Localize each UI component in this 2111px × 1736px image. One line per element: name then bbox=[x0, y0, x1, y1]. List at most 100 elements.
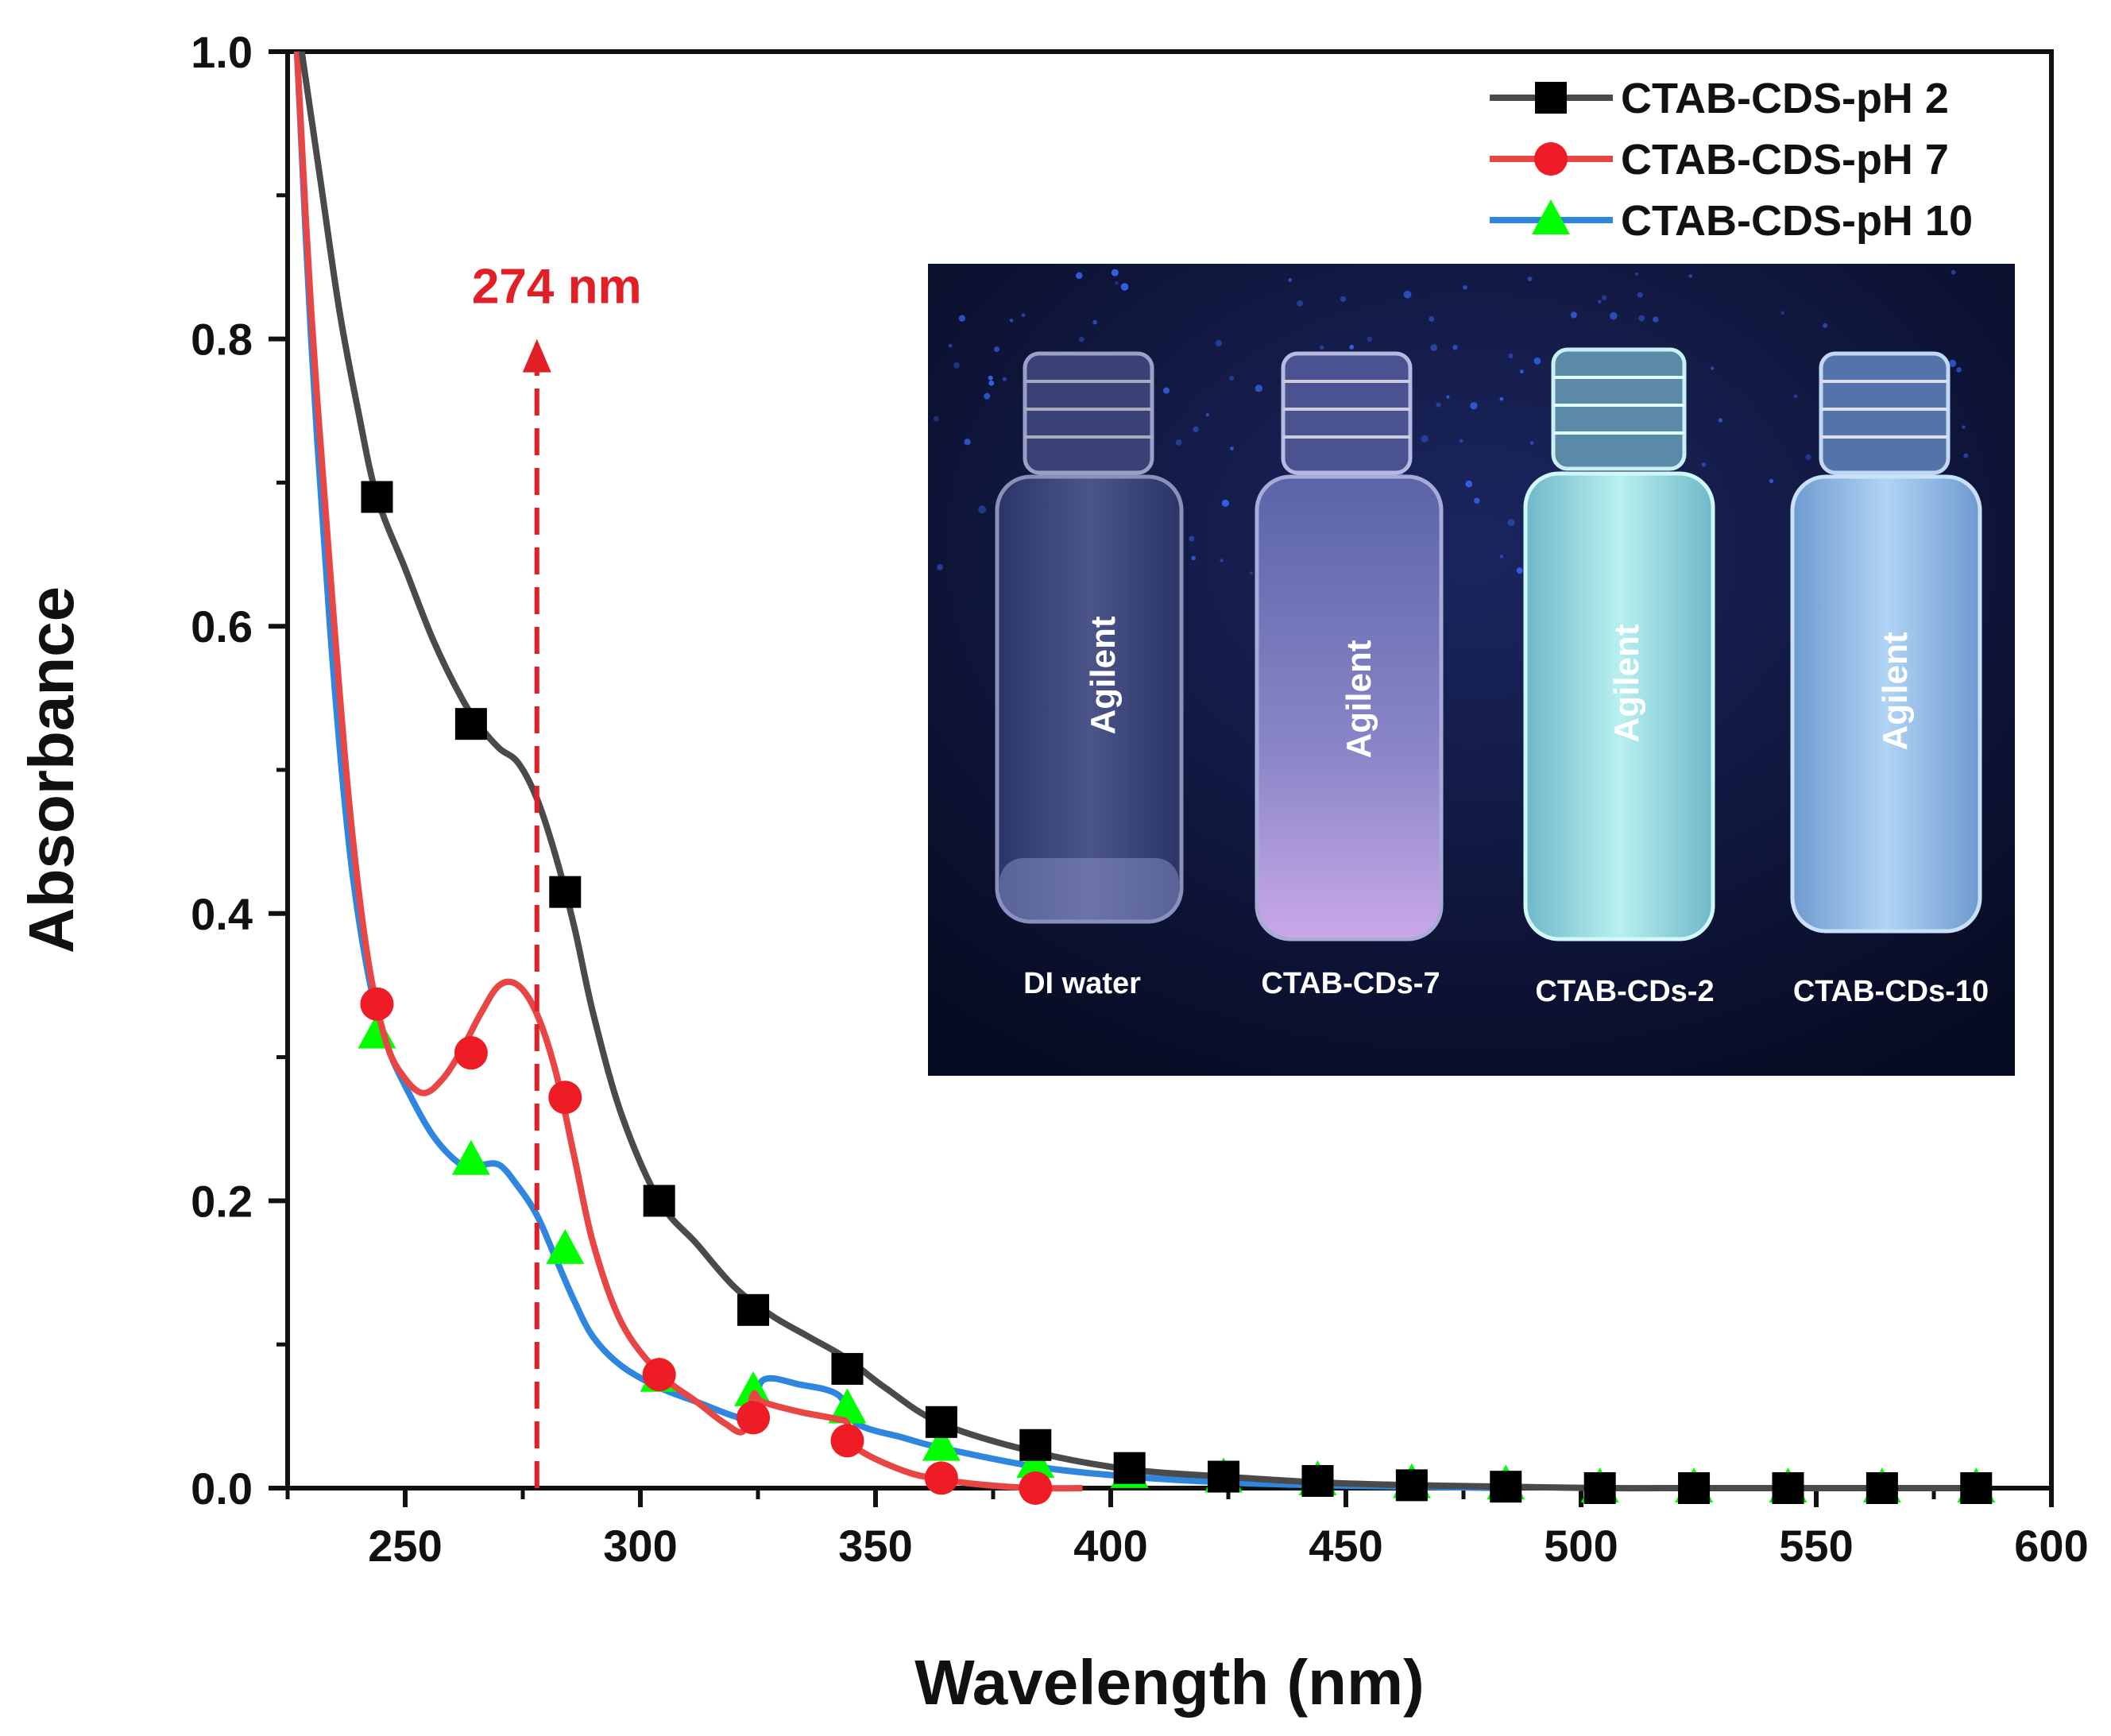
sparkle bbox=[1474, 497, 1480, 505]
sparkle bbox=[1421, 435, 1429, 443]
sparkle bbox=[1638, 315, 1645, 322]
data-point-circle bbox=[830, 1424, 864, 1458]
sparkle bbox=[1570, 311, 1577, 319]
sparkle bbox=[953, 362, 960, 369]
vial-label-ctab-cds-10: CTAB-CDs-10 bbox=[1793, 975, 1989, 1008]
legend-entry: CTAB-CDS-pH 2 bbox=[1490, 75, 1949, 122]
legend: CTAB-CDS-pH 2 CTAB-CDS-pH 7 CTAB-CDS-pH 10 bbox=[1490, 75, 1973, 245]
series-1 bbox=[293, 51, 1083, 1505]
data-point-square bbox=[1865, 1472, 1898, 1504]
data-point-square bbox=[737, 1293, 770, 1326]
sparkle bbox=[964, 439, 971, 446]
x-tick-label: 550 bbox=[1779, 1521, 1853, 1571]
data-point-circle bbox=[548, 1081, 582, 1115]
data-point-square bbox=[1772, 1472, 1804, 1504]
x-tick-label: 450 bbox=[1309, 1521, 1382, 1571]
sparkle bbox=[1956, 367, 1962, 373]
legend-entry: CTAB-CDS-pH 7 bbox=[1490, 136, 1949, 184]
sparkle bbox=[1601, 295, 1607, 301]
sparkle bbox=[1436, 402, 1441, 408]
vial-brand-2: Agilent bbox=[1340, 640, 1378, 758]
y-tick-label: 0.6 bbox=[191, 601, 253, 651]
sparkle bbox=[1429, 316, 1435, 322]
sparkle bbox=[937, 563, 943, 570]
x-tick-label: 350 bbox=[838, 1521, 912, 1571]
sparkle bbox=[1115, 280, 1119, 285]
series-layer bbox=[293, 51, 1996, 1505]
sparkle bbox=[1021, 313, 1026, 318]
data-point-square bbox=[361, 481, 393, 513]
y-tick-label: 1.0 bbox=[191, 27, 253, 77]
sparkle bbox=[1653, 316, 1659, 323]
data-point-square bbox=[1019, 1429, 1052, 1461]
y-tick-label: 0.8 bbox=[191, 315, 253, 365]
vial-ctab-cds-2 bbox=[1523, 347, 1715, 941]
y-axis-title: Absorbance bbox=[16, 586, 87, 953]
sparkle bbox=[1499, 396, 1504, 401]
sparkle bbox=[1078, 336, 1084, 342]
data-point-circle bbox=[454, 1036, 488, 1070]
data-point-circle bbox=[737, 1401, 771, 1435]
data-point-triangle bbox=[1532, 199, 1570, 234]
data-point-square bbox=[549, 876, 582, 908]
x-tick-label: 400 bbox=[1073, 1521, 1147, 1571]
sparkle bbox=[1092, 319, 1097, 325]
data-point-square bbox=[1535, 82, 1567, 114]
sparkle bbox=[1470, 402, 1478, 410]
sparkle bbox=[1452, 345, 1458, 350]
data-point-circle bbox=[924, 1461, 958, 1495]
legend-entry: CTAB-CDS-pH 10 bbox=[1490, 197, 1973, 245]
sparkle bbox=[1009, 319, 1014, 323]
sparkle bbox=[1963, 453, 1969, 458]
sparkle bbox=[1823, 323, 1828, 328]
vial-label-ctab-cds-7: CTAB-CDs-7 bbox=[1261, 967, 1440, 1000]
series-line bbox=[298, 51, 1977, 1492]
x-tick-label: 300 bbox=[603, 1521, 677, 1571]
sparkle bbox=[1951, 269, 1956, 275]
y-tick-label: 0.4 bbox=[191, 889, 253, 939]
sparkle bbox=[1255, 385, 1263, 392]
data-point-square bbox=[1301, 1464, 1334, 1497]
data-point-square bbox=[1678, 1472, 1711, 1504]
annotation-label: 274 nm bbox=[472, 260, 642, 315]
sparkle bbox=[1780, 311, 1785, 315]
sparkle bbox=[1533, 357, 1541, 365]
sparkle bbox=[1111, 269, 1119, 276]
y-tick-label: 0.0 bbox=[191, 1463, 253, 1514]
sparkle bbox=[984, 392, 991, 400]
sparkle bbox=[1701, 462, 1707, 467]
x-tick-label: 600 bbox=[2014, 1521, 2088, 1571]
sparkle bbox=[1249, 571, 1253, 575]
sparkle bbox=[1230, 447, 1234, 450]
sparkle bbox=[1635, 272, 1639, 276]
sparkle bbox=[1962, 425, 1966, 429]
sparkle bbox=[933, 416, 939, 422]
sparkle bbox=[1688, 274, 1693, 278]
sparkle bbox=[1529, 441, 1534, 445]
sparkle bbox=[1430, 344, 1438, 351]
data-point-circle bbox=[360, 987, 394, 1021]
data-point-square bbox=[1208, 1460, 1240, 1493]
data-point-square bbox=[831, 1352, 864, 1385]
data-point-square bbox=[925, 1405, 957, 1438]
sparkle bbox=[1718, 418, 1722, 423]
sparkle bbox=[1507, 519, 1515, 527]
x-tick-label: 250 bbox=[368, 1521, 442, 1571]
tick-labels: 250 300 350 400 450 500 550 600 0.0 0.2 0.4 0.6 0.8 1… bbox=[191, 27, 2089, 1571]
legend-label: CTAB-CDS-pH 2 bbox=[1621, 75, 1949, 122]
y-tick-label: 0.2 bbox=[191, 1176, 253, 1226]
sparkle bbox=[1162, 387, 1170, 394]
sparkle bbox=[1516, 567, 1523, 574]
sparkle bbox=[1711, 366, 1715, 370]
sparkle bbox=[1215, 339, 1223, 347]
vial-label-di-water: DI water bbox=[1023, 967, 1141, 1000]
data-point-square bbox=[1583, 1472, 1616, 1504]
sparkle bbox=[1459, 439, 1463, 443]
sparkle bbox=[1189, 535, 1195, 542]
sparkle bbox=[1769, 478, 1774, 483]
data-point-triangle bbox=[734, 1371, 773, 1406]
sparkle bbox=[988, 380, 995, 386]
sparkle bbox=[1002, 377, 1007, 381]
sparkle bbox=[1948, 359, 1957, 368]
